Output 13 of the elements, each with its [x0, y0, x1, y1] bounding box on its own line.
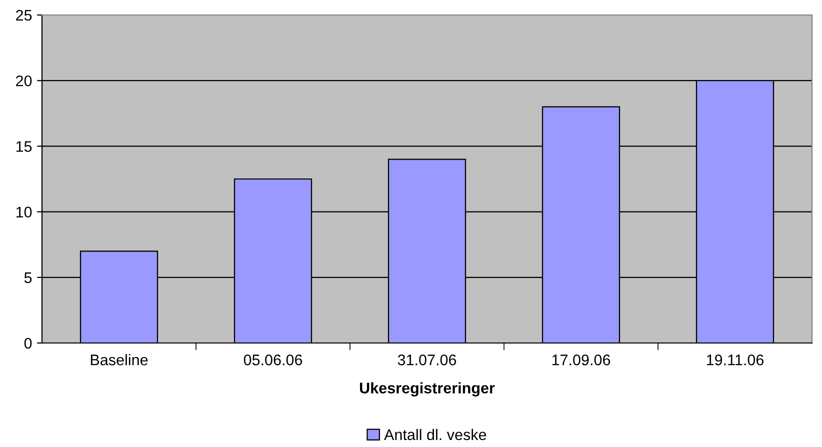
x-tick-label: 19.11.06 — [706, 354, 764, 366]
x-tick-label: 05.06.06 — [244, 354, 302, 366]
y-tick-label: 15 — [16, 141, 32, 152]
y-tick-label: 10 — [16, 206, 32, 218]
x-axis-title: Ukesregistreringer — [360, 382, 495, 397]
y-tick-label: 0 — [24, 338, 32, 349]
y-tick-label: 20 — [16, 75, 32, 86]
legend-label: Antall dl. veske — [384, 428, 486, 440]
x-tick-label: Baseline — [90, 354, 148, 366]
y-tick-label: 25 — [16, 10, 32, 21]
y-tick-label: 5 — [24, 272, 32, 284]
x-tick-label: 31.07.06 — [398, 354, 456, 366]
x-tick-label: 17.09.06 — [552, 354, 610, 366]
